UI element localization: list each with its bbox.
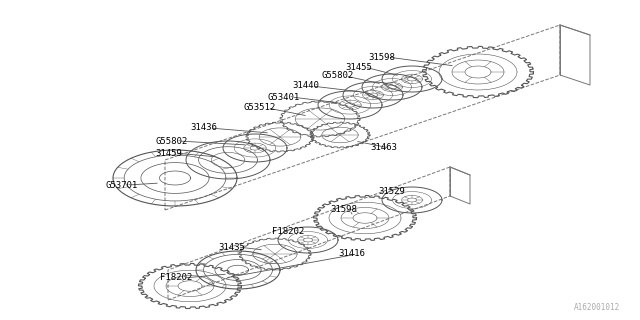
- Text: F18202: F18202: [160, 274, 192, 283]
- Text: 31435: 31435: [218, 243, 245, 252]
- Text: G53401: G53401: [268, 92, 300, 101]
- Text: 31463: 31463: [370, 143, 397, 153]
- Text: 31436: 31436: [190, 124, 217, 132]
- Text: 31598: 31598: [330, 205, 357, 214]
- Text: 31416: 31416: [338, 250, 365, 259]
- Text: G53701: G53701: [105, 180, 137, 189]
- Text: F18202: F18202: [272, 228, 304, 236]
- Text: 31440: 31440: [292, 82, 319, 91]
- Text: G55802: G55802: [322, 71, 355, 81]
- Text: A162001012: A162001012: [573, 303, 620, 312]
- Text: 31529: 31529: [378, 187, 405, 196]
- Text: 31459: 31459: [155, 148, 182, 157]
- Text: G53512: G53512: [244, 103, 276, 113]
- Text: G55802: G55802: [155, 137, 188, 146]
- Text: 31455: 31455: [345, 62, 372, 71]
- Text: 31598: 31598: [368, 52, 395, 61]
